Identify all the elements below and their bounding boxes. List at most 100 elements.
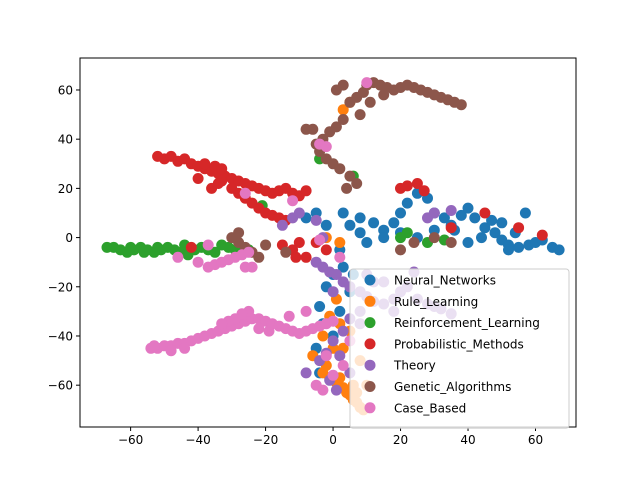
data-point bbox=[287, 195, 299, 207]
data-point bbox=[388, 217, 400, 229]
legend-marker bbox=[364, 381, 376, 392]
data-point bbox=[354, 212, 366, 224]
legend-marker bbox=[364, 274, 376, 286]
data-point bbox=[337, 114, 349, 125]
data-point bbox=[253, 323, 265, 335]
data-point bbox=[361, 237, 373, 248]
data-point bbox=[337, 261, 349, 273]
data-point bbox=[496, 217, 508, 229]
data-point bbox=[411, 178, 423, 189]
data-point bbox=[293, 207, 305, 219]
data-point bbox=[361, 77, 373, 89]
data-point bbox=[455, 209, 467, 221]
data-point bbox=[243, 246, 255, 258]
data-point bbox=[334, 237, 346, 248]
data-point bbox=[320, 141, 332, 153]
data-point bbox=[192, 256, 204, 268]
data-point bbox=[334, 350, 346, 362]
legend-label: Genetic_Algorithms bbox=[394, 380, 511, 394]
points-layer bbox=[101, 77, 565, 416]
data-point bbox=[445, 222, 457, 234]
data-point bbox=[216, 318, 228, 330]
data-point bbox=[395, 244, 406, 256]
data-point bbox=[330, 269, 342, 280]
data-point bbox=[246, 261, 258, 273]
data-point bbox=[378, 89, 390, 101]
data-point bbox=[337, 325, 349, 337]
x-tick-label: 60 bbox=[528, 433, 543, 447]
x-tick-label: −40 bbox=[185, 433, 210, 447]
data-point bbox=[300, 251, 312, 263]
data-point bbox=[314, 301, 326, 312]
legend-label: Probabilistic_Methods bbox=[394, 337, 524, 351]
data-point bbox=[401, 180, 413, 192]
data-point bbox=[276, 219, 288, 231]
data-point bbox=[489, 227, 501, 239]
data-point bbox=[408, 237, 420, 248]
data-point bbox=[553, 244, 565, 256]
data-point bbox=[513, 222, 525, 234]
x-tick-label: 0 bbox=[329, 433, 337, 447]
data-point bbox=[344, 170, 356, 182]
data-point bbox=[239, 187, 251, 199]
data-point bbox=[209, 246, 221, 258]
x-tick-label: −20 bbox=[253, 433, 278, 447]
legend-marker bbox=[364, 317, 376, 329]
data-point bbox=[253, 251, 265, 263]
legend: Neural_Networks Rule_Learning Reinforcemen… bbox=[349, 268, 570, 429]
legend-label: Case_Based bbox=[394, 401, 466, 415]
data-point bbox=[300, 305, 312, 317]
legend-marker bbox=[364, 338, 376, 350]
y-tick-label: −20 bbox=[48, 280, 73, 294]
data-point bbox=[233, 227, 245, 239]
y-tick-label: 40 bbox=[58, 133, 73, 147]
data-point bbox=[293, 237, 305, 248]
data-point bbox=[280, 246, 292, 258]
legend-label: Rule_Learning bbox=[394, 295, 478, 309]
data-point bbox=[327, 315, 339, 327]
y-tick-label: 60 bbox=[58, 83, 73, 97]
data-point bbox=[212, 178, 224, 189]
data-point bbox=[445, 205, 457, 216]
data-point bbox=[469, 212, 481, 224]
data-point bbox=[138, 246, 150, 258]
data-point bbox=[438, 212, 450, 224]
data-point bbox=[320, 350, 332, 362]
legend-marker bbox=[364, 295, 376, 307]
data-point bbox=[476, 232, 487, 244]
data-point bbox=[401, 197, 413, 209]
data-point bbox=[307, 123, 319, 135]
data-point bbox=[260, 239, 272, 251]
data-point bbox=[310, 214, 322, 226]
data-point bbox=[330, 384, 342, 396]
legend-label: Theory bbox=[393, 359, 436, 373]
data-point bbox=[152, 241, 164, 253]
data-point bbox=[185, 241, 197, 253]
data-point bbox=[290, 251, 302, 263]
data-point bbox=[418, 185, 430, 197]
legend-label: Neural_Networks bbox=[394, 274, 496, 288]
data-point bbox=[172, 251, 184, 263]
data-point bbox=[378, 232, 390, 244]
data-point bbox=[216, 163, 228, 175]
data-point bbox=[479, 222, 491, 234]
data-point bbox=[192, 173, 204, 184]
data-point bbox=[462, 237, 474, 248]
data-point bbox=[317, 384, 329, 396]
legend-marker bbox=[364, 359, 376, 371]
data-point bbox=[536, 229, 548, 241]
data-point bbox=[300, 185, 312, 197]
data-point bbox=[445, 237, 457, 248]
data-point bbox=[354, 109, 366, 121]
x-tick-label: −60 bbox=[118, 433, 143, 447]
data-point bbox=[179, 342, 191, 354]
data-point bbox=[513, 241, 525, 253]
series-genetic-algorithms bbox=[226, 77, 467, 263]
data-point bbox=[354, 227, 366, 239]
data-point bbox=[125, 241, 137, 253]
data-point bbox=[462, 202, 474, 214]
data-point bbox=[165, 345, 177, 357]
y-tick-label: −60 bbox=[48, 379, 73, 393]
y-tick-label: −40 bbox=[48, 329, 73, 343]
